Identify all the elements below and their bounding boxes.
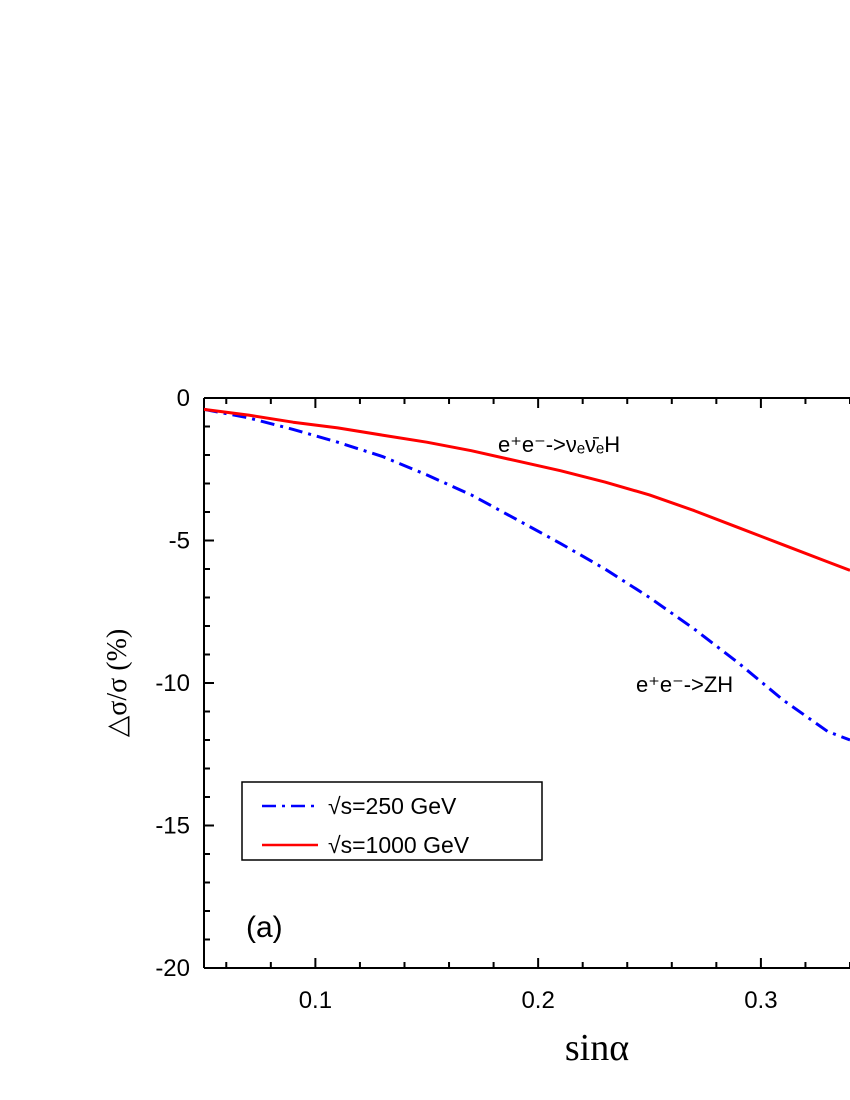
- y-tick-label: 0: [177, 385, 190, 412]
- legend: √s=250 GeV √s=1000 GeV: [241, 781, 543, 861]
- y-tick-label: -5: [169, 528, 190, 555]
- series-layer: [204, 407, 850, 742]
- annotation-nunuH: e⁺e⁻->νₑν̄ₑH: [498, 432, 620, 457]
- x-tick-label: 0.3: [744, 987, 777, 1014]
- x-tick-label: 0.1: [299, 987, 332, 1014]
- x-axis-title: sinα: [565, 1027, 629, 1069]
- y-tick-label: -20: [155, 955, 190, 982]
- plot-frame: [203, 397, 850, 969]
- series-line-0: [204, 407, 850, 742]
- legend-label-250: √s=250 GeV: [328, 793, 457, 819]
- tick-labels: 0.1 0.2 0.3 0 -5 -10 -15 -20: [155, 385, 777, 1014]
- y-axis-title: △σ/σ (%): [102, 629, 133, 737]
- legend-box: [241, 781, 543, 861]
- y-tick-label: -15: [155, 813, 190, 840]
- legend-label-1000: √s=1000 GeV: [328, 832, 470, 858]
- x-tick-label: 0.2: [521, 987, 554, 1014]
- panel-label: (a): [246, 911, 283, 944]
- y-tick-label: -10: [155, 670, 190, 697]
- axis-ticks: [204, 397, 850, 969]
- series-line-1: [204, 407, 850, 572]
- annotation-ZH: e⁺e⁻->ZH: [636, 672, 733, 697]
